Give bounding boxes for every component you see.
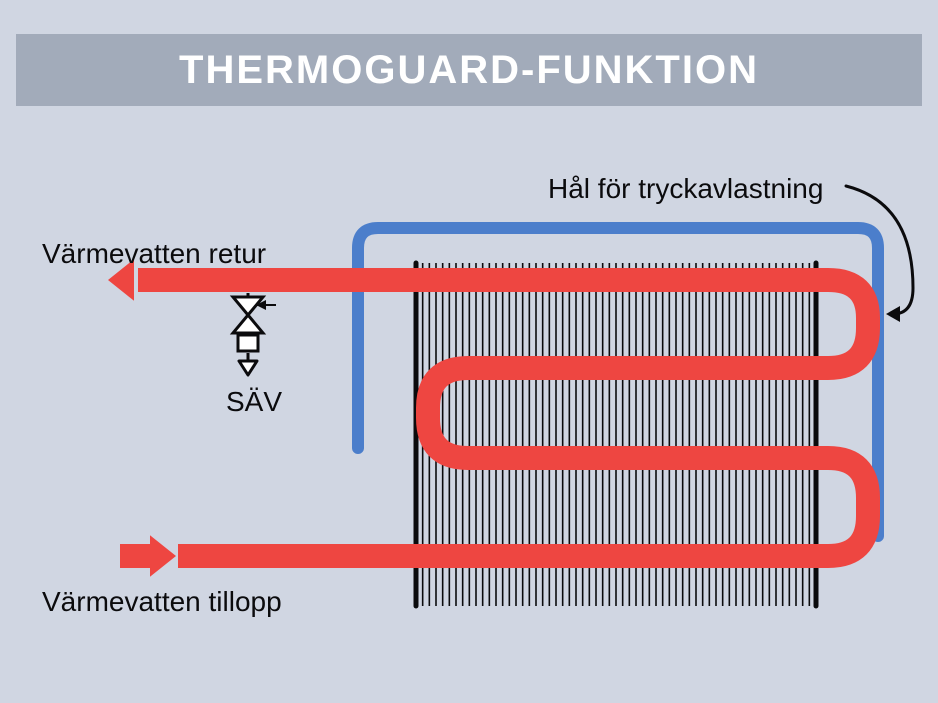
label-relief: Hål för tryckavlastning (548, 173, 823, 205)
label-supply: Värmevatten tillopp (42, 586, 282, 618)
label-return: Värmevatten retur (42, 238, 266, 270)
diagram-card: THERMOGUARD-FUNKTION Värmevatten retur V… (8, 8, 930, 695)
label-sav: SÄV (226, 386, 282, 418)
